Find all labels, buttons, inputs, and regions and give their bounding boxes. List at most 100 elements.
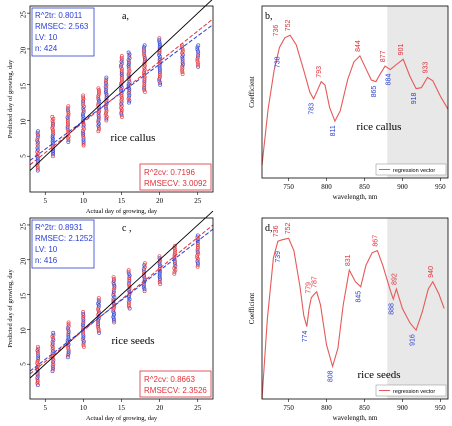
- data-point: [80, 332, 85, 336]
- data-point: [142, 60, 147, 65]
- y-tick-label: 25: [20, 11, 28, 19]
- data-point: [35, 161, 40, 165]
- data-point: [81, 134, 86, 139]
- data-point: [157, 36, 162, 41]
- data-point: [180, 70, 185, 75]
- data-point: [157, 39, 162, 44]
- x-tick-label: 750: [283, 404, 294, 412]
- data-point: [127, 54, 132, 59]
- data-point: [104, 101, 109, 106]
- data-point: [50, 139, 55, 144]
- data-point: [195, 255, 200, 260]
- data-point: [157, 77, 162, 82]
- data-point: [104, 83, 109, 87]
- data-point: [195, 261, 200, 265]
- data-point: [66, 327, 71, 332]
- data-point: [50, 126, 55, 131]
- data-point: [158, 263, 163, 268]
- data-point: [81, 95, 86, 100]
- data-point: [143, 261, 147, 266]
- data-point: [36, 346, 41, 351]
- data-point: [81, 115, 86, 120]
- data-point: [126, 270, 131, 274]
- peak-label: 940: [428, 266, 435, 278]
- data-point: [65, 119, 70, 124]
- data-point: [104, 99, 108, 104]
- data-point: [157, 79, 162, 83]
- plot-frame: [261, 5, 449, 179]
- data-point: [142, 84, 147, 89]
- data-point: [35, 344, 40, 349]
- data-point: [96, 319, 101, 324]
- data-point: [119, 83, 124, 88]
- data-point: [127, 279, 132, 284]
- data-point: [111, 282, 116, 287]
- data-point: [51, 128, 55, 132]
- data-point: [96, 110, 101, 115]
- data-point: [119, 102, 124, 106]
- data-point: [172, 256, 177, 261]
- data-point: [50, 135, 55, 140]
- stats-line: n: 424: [35, 44, 58, 53]
- data-point: [172, 269, 177, 274]
- data-point: [196, 43, 201, 48]
- data-point: [35, 366, 39, 371]
- x-tick-label: 900: [397, 404, 408, 412]
- data-point: [157, 69, 162, 74]
- fit-line-crossval: [29, 228, 214, 372]
- data-point: [103, 88, 108, 93]
- data-point: [195, 47, 200, 52]
- data-point: [126, 57, 131, 62]
- data-point: [104, 111, 108, 115]
- data-point: [172, 271, 177, 276]
- data-point: [127, 95, 131, 99]
- data-point: [81, 132, 86, 137]
- cv-line: RMSECV: 2.3526: [144, 386, 207, 395]
- peak-label: 793: [316, 66, 323, 78]
- data-point: [81, 139, 86, 144]
- data-point: [81, 99, 85, 103]
- data-point: [142, 52, 147, 57]
- data-point: [181, 62, 185, 67]
- data-point: [50, 120, 55, 125]
- data-point: [120, 61, 125, 66]
- data-point: [50, 129, 55, 134]
- data-point: [112, 284, 117, 289]
- data-point: [127, 284, 132, 289]
- data-point: [66, 320, 71, 325]
- data-point: [142, 287, 147, 292]
- x-axis-label: Actual day of growing, day: [86, 415, 158, 422]
- data-point: [195, 45, 200, 50]
- data-point: [126, 96, 131, 101]
- y-axis-label: Predicted day of growing, day: [7, 268, 14, 347]
- data-point: [50, 154, 55, 159]
- x-axis-label: wavelength, nm: [333, 414, 378, 422]
- data-point: [35, 153, 40, 158]
- data-point: [141, 281, 146, 286]
- data-point: [81, 104, 86, 109]
- cv-box: R^2cv: 0.8663 RMSECV: 2.3526: [139, 370, 212, 398]
- data-point: [96, 114, 101, 119]
- peak-label: 933: [423, 62, 430, 74]
- data-point: [81, 343, 86, 347]
- data-point: [142, 78, 147, 83]
- data-point: [195, 264, 200, 269]
- data-point: [103, 112, 108, 117]
- data-point: [66, 104, 71, 109]
- data-point: [50, 118, 55, 123]
- data-point: [96, 129, 101, 134]
- x-tick-label: 750: [283, 183, 294, 191]
- data-point: [157, 261, 162, 266]
- peak-label: 867: [372, 235, 379, 247]
- data-point: [81, 93, 86, 98]
- data-point: [81, 143, 86, 148]
- data-point: [180, 54, 185, 59]
- data-point: [96, 307, 101, 311]
- data-point: [142, 289, 147, 294]
- data-point: [66, 331, 71, 336]
- x-tick-label: 800: [321, 183, 332, 191]
- cv-line: R^2cv: 0.8663: [144, 375, 195, 384]
- peak-label: 844: [355, 40, 362, 52]
- data-point: [196, 53, 200, 58]
- data-point: [141, 285, 146, 290]
